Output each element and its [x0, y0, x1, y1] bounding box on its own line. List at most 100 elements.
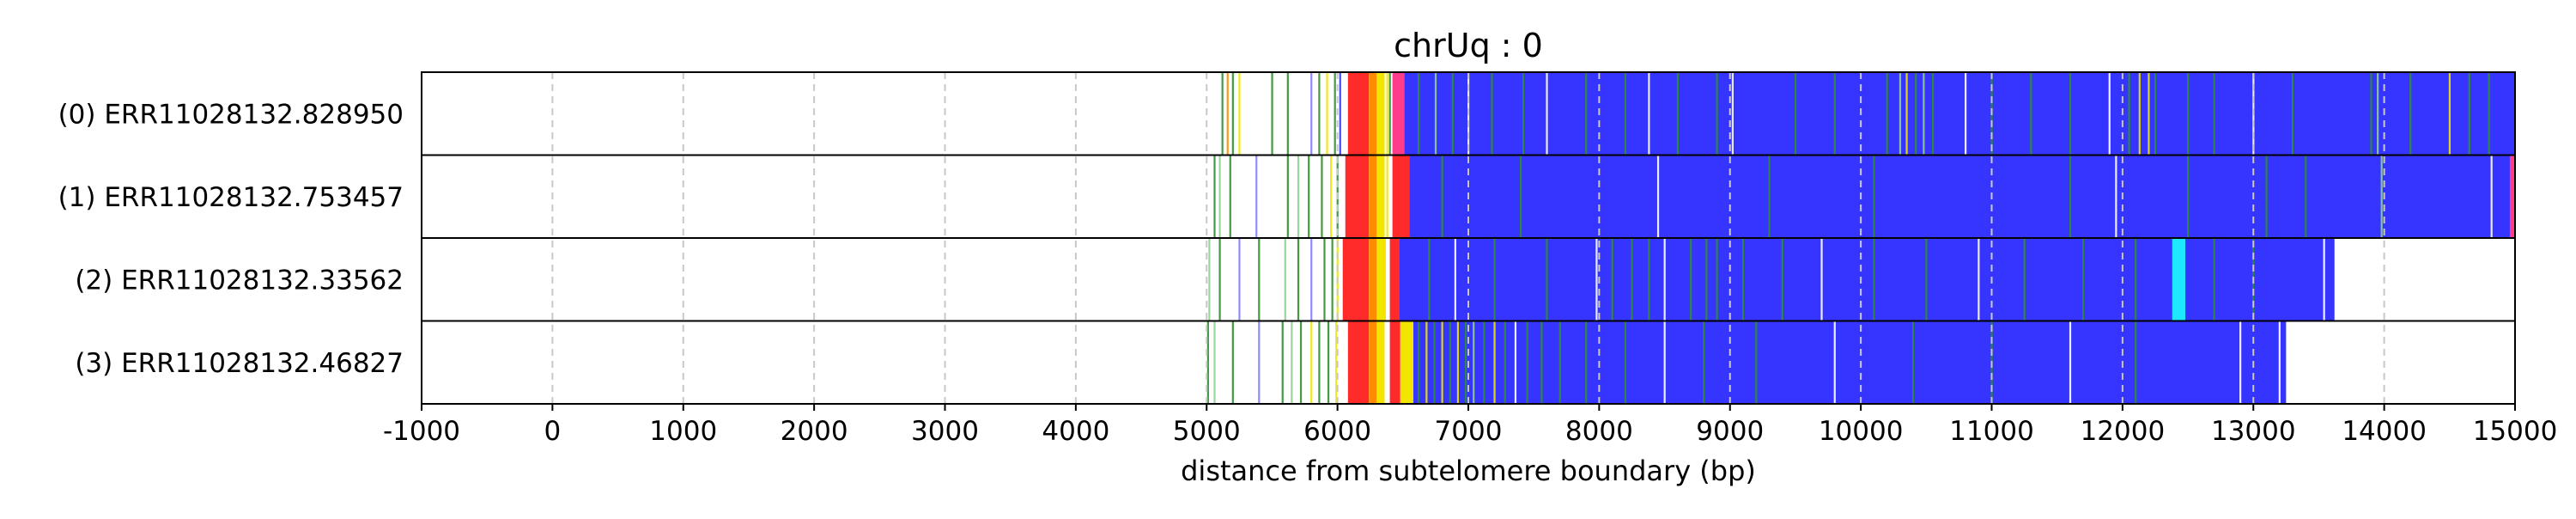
row-2-mark-29: [2082, 238, 2085, 321]
row-1-mark-21: [2380, 155, 2383, 238]
row-1-segment-4: [1392, 155, 1410, 238]
row-2-mark-26: [1925, 238, 1928, 321]
x-tick-label: 2000: [781, 416, 848, 447]
row-0-mark-4: [1271, 72, 1273, 156]
row-3-mark-11: [1418, 321, 1420, 404]
row-0-mark-8: [1326, 72, 1328, 156]
row-2-mark-3: [1258, 238, 1261, 321]
row-3-mark-15: [1449, 321, 1451, 404]
row-0-segment-4: [1392, 72, 1405, 156]
x-axis: -1000 0 1000 2000 3000 4000 5000 6000 7000 8000 90…: [383, 404, 2557, 447]
row-3-mark-35: [2135, 321, 2137, 404]
row-3-mark-30: [1755, 321, 1758, 404]
row-0-mark-37: [2069, 72, 2072, 156]
row-3-segment-2: [1369, 321, 1377, 404]
row-1-mark-6: [1308, 155, 1310, 238]
row-0-mark-32: [1923, 72, 1925, 156]
row-label: (3) ERR11028132.46827: [75, 348, 404, 379]
row-1-mark-14: [1768, 155, 1771, 238]
row-1-mark-16: [2069, 155, 2072, 238]
row-3-mark-21: [1504, 321, 1506, 404]
row-0-mark-2: [1231, 72, 1234, 156]
row-0-mark-31: [1915, 72, 1917, 156]
x-tick-label: 10000: [1819, 416, 1904, 447]
row-2-mark-11: [1454, 238, 1456, 321]
row-3-mark-6: [1299, 321, 1303, 404]
row-2-mark-16: [1631, 238, 1633, 321]
row-2-mark-25: [1873, 238, 1875, 321]
row-0-mark-28: [1886, 72, 1888, 156]
row-0-mark-17: [1491, 72, 1493, 156]
row-2-mark-14: [1595, 238, 1598, 321]
row-1-segment-3: [1376, 155, 1385, 238]
row-labels: (0) ERR11028132.828950 (1) ERR11028132.75…: [58, 71, 2516, 405]
row-3-mark-32: [1912, 321, 1915, 404]
row-1-mark-19: [2265, 155, 2268, 238]
row-1-mark-4: [1286, 155, 1289, 238]
row-3-mark-8: [1318, 321, 1321, 404]
row-3-mark-10: [1335, 321, 1338, 404]
x-tick-label: 9000: [1696, 416, 1764, 447]
row-3-mark-31: [1833, 321, 1836, 404]
row-0-mark-23: [1676, 72, 1679, 156]
row-3-mark-26: [1585, 321, 1588, 404]
row-3-mark-0: [1206, 321, 1209, 404]
row-2-mark-33: [2323, 238, 2325, 321]
row-0-mark-3: [1238, 72, 1241, 156]
row-1-mark-1: [1218, 155, 1221, 238]
row-label: (0) ERR11028132.828950: [58, 99, 404, 130]
row-0-mark-41: [2148, 72, 2150, 156]
row-3-mark-23: [1526, 321, 1528, 404]
row-3-mark-19: [1483, 321, 1485, 404]
row-3-mark-20: [1493, 321, 1496, 404]
read-row-0: [1221, 72, 2515, 156]
row-3-mark-4: [1281, 321, 1284, 404]
row-0-segment-2: [1369, 72, 1377, 156]
row-1-mark-22: [2490, 155, 2493, 238]
row-label: (2) ERR11028132.33562: [75, 265, 404, 296]
row-0-mark-26: [1794, 72, 1797, 156]
row-3-mark-5: [1291, 321, 1293, 404]
x-tick-label: 5000: [1173, 416, 1241, 447]
row-0-mark-21: [1624, 72, 1627, 156]
row-1-mark-18: [2187, 155, 2190, 238]
row-3-mark-16: [1456, 321, 1460, 404]
row-0-mark-39: [2128, 72, 2130, 156]
read-row-3: [1206, 321, 2287, 404]
x-tick-label: 12000: [2081, 416, 2166, 447]
row-3-mark-27: [1624, 321, 1627, 404]
row-0-mark-51: [2468, 72, 2470, 156]
row-2-mark-7: [1323, 238, 1326, 321]
row-2-mark-22: [1741, 238, 1745, 321]
row-0-mark-5: [1286, 72, 1289, 156]
row-2-mark-2: [1238, 238, 1241, 321]
row-1-segment-5: [2509, 155, 2515, 238]
read-row-2: [1208, 238, 2335, 321]
row-2-mark-15: [1611, 238, 1613, 321]
row-2-mark-23: [1781, 238, 1783, 321]
row-0-mark-48: [2377, 72, 2379, 156]
row-3-mark-9: [1327, 321, 1330, 404]
row-1-segment-2: [1369, 155, 1377, 238]
row-0-mark-47: [2370, 72, 2372, 156]
x-tick-label: 6000: [1303, 416, 1371, 447]
row-0-mark-52: [2488, 72, 2490, 156]
row-1-mark-11: [1441, 155, 1443, 238]
x-tick-label: 4000: [1042, 416, 1109, 447]
row-3-segment-0: [1413, 321, 2287, 404]
x-tick-label: 3000: [911, 416, 979, 447]
row-3-mark-18: [1473, 321, 1475, 404]
row-2-mark-6: [1310, 238, 1313, 321]
row-2-mark-0: [1208, 238, 1211, 321]
row-2-mark-28: [2023, 238, 2026, 321]
row-2-mark-19: [1690, 238, 1692, 321]
row-2-mark-10: [1428, 238, 1431, 321]
row-0-segment-0: [1404, 72, 2515, 156]
row-0-mark-11: [1386, 72, 1388, 156]
x-tick-label: 11000: [1949, 416, 2034, 447]
row-3-mark-28: [1663, 321, 1666, 404]
x-axis-label: distance from subtelomere boundary (bp): [1181, 455, 1756, 487]
row-1-mark-15: [1873, 155, 1875, 238]
